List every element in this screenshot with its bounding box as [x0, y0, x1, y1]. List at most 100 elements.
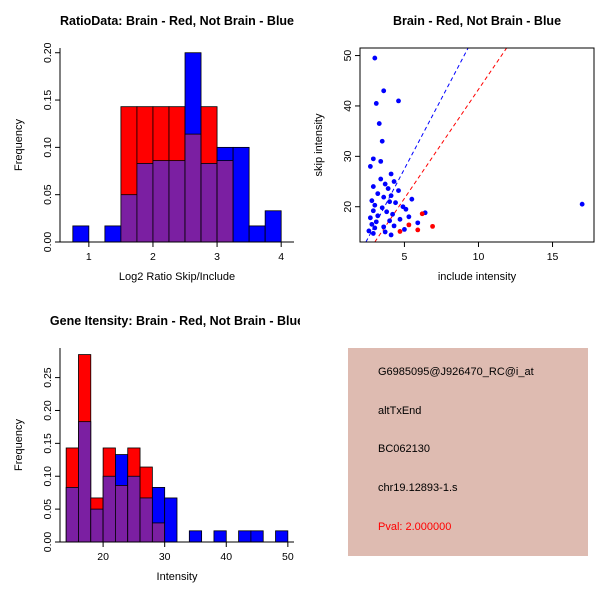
histogram-overlap-bar — [136, 163, 154, 243]
fit-line — [374, 47, 508, 243]
data-point-blue — [373, 219, 379, 225]
x-tick-label: 4 — [278, 251, 284, 263]
chart-title: RatioData: Brain - Red, Not Brain - Blue — [60, 14, 294, 28]
data-point-blue — [396, 98, 401, 104]
data-point-blue — [375, 191, 381, 197]
data-point-blue — [370, 208, 376, 214]
y-tick-label: 0.05 — [42, 499, 54, 520]
plot-box — [359, 47, 595, 243]
histogram-overlap-bar — [168, 160, 186, 243]
data-point-blue — [367, 215, 373, 221]
histogram-overlap-bar — [102, 475, 116, 543]
axes: 1 2 3 4 0.00 0.05 0.10 0.15 0.20 — [42, 42, 294, 263]
data-point-blue — [387, 199, 393, 205]
histogram-overlap-bar — [127, 475, 141, 543]
histogram-overlap-bar — [200, 163, 218, 243]
x-tick-label: 5 — [402, 251, 408, 263]
data-point-blue — [382, 229, 388, 235]
histogram-bar — [164, 497, 178, 543]
x-tick-label: 10 — [473, 251, 485, 263]
x-tick-label: 3 — [214, 251, 220, 263]
data-point-blue — [391, 179, 397, 184]
accession-text: BC062130 — [378, 443, 430, 455]
y-tick-label: 0.10 — [42, 137, 54, 158]
x-tick-label: 1 — [86, 251, 92, 263]
data-point-blue — [403, 206, 409, 212]
y-axis-label: skip intensity — [313, 113, 325, 176]
data-point-blue — [388, 171, 394, 177]
histogram-bar — [232, 146, 250, 243]
data-point-blue — [396, 188, 401, 194]
histogram-overlap-bar — [120, 194, 138, 243]
x-tick-label: 20 — [97, 551, 109, 563]
fit-line — [365, 47, 469, 243]
data-point-blue — [409, 196, 415, 202]
histogram-overlap-bar — [115, 485, 129, 543]
chart-title: Gene Itensity: Brain - Red, Not Brain - … — [50, 314, 300, 328]
data-point-blue — [378, 176, 384, 182]
data-point-red — [397, 229, 403, 234]
y-tick-label: 0.00 — [42, 232, 54, 253]
histogram-bar — [72, 225, 90, 243]
histogram-bar — [188, 530, 203, 543]
y-tick-label: 30 — [342, 150, 354, 162]
data-point-blue — [384, 209, 390, 215]
data-point-red — [430, 223, 435, 229]
histogram-bar — [104, 225, 122, 243]
data-point-blue — [370, 184, 376, 189]
data-point-blue — [382, 181, 388, 187]
data-point-red — [419, 211, 425, 217]
histogram-bar — [213, 530, 227, 543]
x-tick-label: 2 — [150, 251, 156, 263]
red-points — [397, 211, 435, 234]
histogram-overlap-bar — [151, 522, 166, 543]
histogram-bar — [250, 530, 264, 543]
gene-info-box: G6985095@J926470_RC@i_at altTxEnd BC0621… — [348, 348, 588, 556]
data-point-red — [406, 222, 412, 228]
data-point-blue — [372, 55, 378, 61]
probe-id-text: G6985095@J926470_RC@i_at — [378, 366, 534, 378]
histogram-overlap-bar — [90, 508, 104, 543]
y-tick-label: 0.05 — [42, 184, 54, 205]
data-point-blue — [397, 216, 403, 222]
y-tick-label: 0.15 — [42, 90, 54, 111]
histogram-overlap-bar — [152, 160, 170, 243]
locus-text: chr19.12893-1.s — [378, 482, 458, 494]
x-axis-label: Intensity — [157, 571, 198, 583]
histogram-bar — [275, 530, 289, 543]
chart-ratio-histogram: RatioData: Brain - Red, Not Brain - Blue… — [13, 14, 294, 283]
data-point-blue — [402, 227, 407, 232]
event-type-text: altTxEnd — [378, 405, 422, 417]
data-point-blue — [385, 186, 391, 191]
data-point-blue — [381, 88, 387, 94]
data-point-blue — [379, 138, 385, 144]
histogram-bar — [248, 225, 266, 243]
data-point-blue — [367, 164, 373, 169]
data-point-blue — [579, 201, 585, 207]
y-tick-label: 0.15 — [42, 433, 54, 454]
y-tick-label: 0.25 — [42, 367, 54, 388]
data-point-blue — [381, 224, 387, 230]
chart-skip-include-scatter: Brain - Red, Not Brain - Blue 5 10 15 20 30 40… — [313, 14, 595, 283]
data-point-blue — [387, 218, 393, 224]
y-tick-label: 0.20 — [42, 42, 54, 63]
data-point-blue — [393, 200, 398, 206]
histogram-bar — [238, 530, 252, 543]
data-point-blue — [373, 101, 379, 106]
data-point-blue — [378, 158, 384, 164]
pval-text: Pval: 2.000000 — [378, 521, 452, 533]
axes: 5 10 15 20 30 40 50 — [342, 47, 595, 263]
x-axis-label: include intensity — [438, 271, 517, 283]
axes: 20 30 40 50 0.00 0.05 0.10 0.15 0.20 0.25 — [42, 348, 294, 563]
histogram-bars — [72, 52, 282, 243]
y-tick-label: 0.10 — [42, 466, 54, 487]
x-tick-label: 30 — [159, 551, 171, 563]
blue-points — [366, 55, 585, 238]
data-point-blue — [376, 121, 382, 126]
y-axis-label: Frequency — [13, 419, 25, 471]
histogram-bar — [264, 210, 282, 243]
data-point-blue — [370, 156, 376, 162]
histogram-overlap-bar — [216, 160, 234, 243]
x-axis-label: Log2 Ratio Skip/Include — [119, 271, 235, 283]
